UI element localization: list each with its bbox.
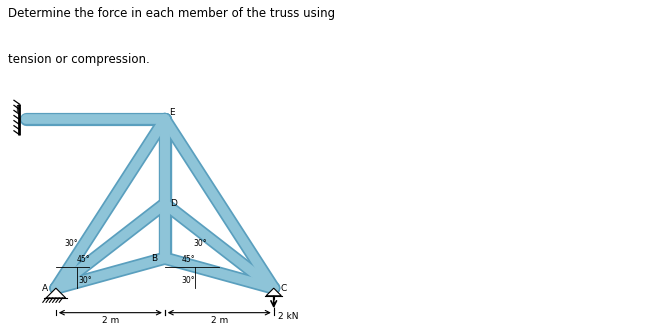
Text: 45°: 45° bbox=[182, 255, 195, 264]
Text: F: F bbox=[16, 105, 21, 114]
Text: 2 m: 2 m bbox=[102, 316, 119, 325]
Text: E: E bbox=[169, 108, 175, 116]
Text: 2 kN: 2 kN bbox=[278, 312, 298, 321]
Text: 45°: 45° bbox=[76, 255, 90, 264]
Text: Determine the force in each member of the truss using: Determine the force in each member of th… bbox=[8, 7, 338, 20]
Polygon shape bbox=[266, 288, 281, 296]
Polygon shape bbox=[46, 288, 66, 298]
Text: A: A bbox=[42, 284, 49, 293]
Text: B: B bbox=[151, 254, 157, 263]
Text: 30°: 30° bbox=[193, 239, 207, 248]
Text: C: C bbox=[280, 284, 287, 293]
Text: 2 m: 2 m bbox=[211, 316, 228, 325]
Text: 30°: 30° bbox=[79, 276, 93, 285]
Text: 30°: 30° bbox=[65, 239, 78, 248]
Text: 30°: 30° bbox=[182, 276, 195, 285]
Text: D: D bbox=[170, 199, 177, 208]
Text: tension or compression.: tension or compression. bbox=[8, 53, 149, 66]
